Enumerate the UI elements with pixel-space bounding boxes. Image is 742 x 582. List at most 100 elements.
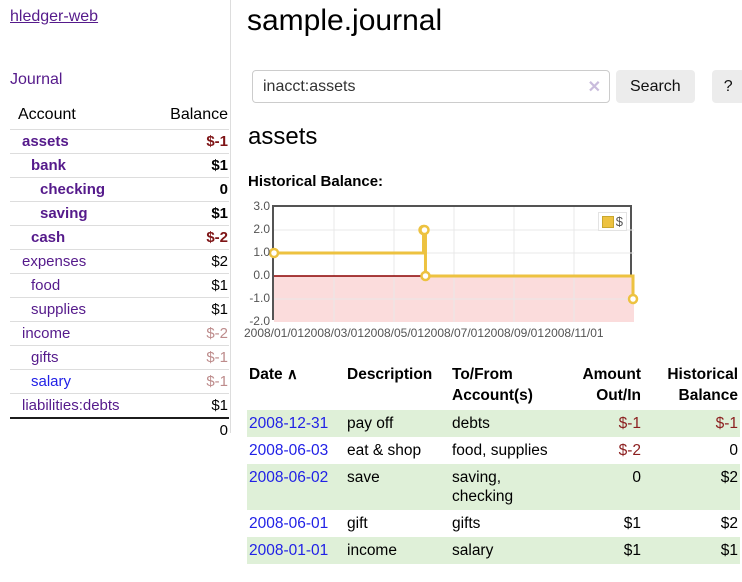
account-balance: $1	[146, 297, 229, 322]
transaction-accounts: food, supplies	[452, 442, 548, 459]
transaction-description: income	[347, 542, 397, 559]
x-axis-tick-label: 2008/03/01	[303, 326, 365, 340]
x-axis-tick-label: 2008/01/01	[243, 326, 305, 340]
account-row: food $1	[10, 273, 229, 298]
clear-search-icon[interactable]: ✕	[587, 79, 601, 96]
account-row: cash $-2	[10, 225, 229, 250]
account-row: income $-2	[10, 321, 229, 346]
transaction-accounts: gifts	[452, 515, 481, 532]
x-axis-tick-label: 2008/07/01	[423, 326, 485, 340]
register-row: 2008-06-03 eat & shop food, supplies $-2…	[247, 437, 740, 464]
account-column-header: Account	[18, 106, 76, 123]
transaction-date-link[interactable]: 2008-12-31	[249, 415, 329, 432]
legend-swatch-icon	[601, 215, 614, 228]
accounts-column-header: To/From Account(s)	[452, 366, 533, 404]
register-table: Date ∧ Description To/From Account(s) Amo…	[247, 360, 740, 564]
account-balance: $-2	[146, 321, 229, 346]
account-link-income[interactable]: income	[22, 325, 71, 342]
transaction-description: pay off	[347, 415, 394, 432]
transaction-amount: $1	[623, 542, 641, 559]
historical-balance-chart[interactable]: $ 3.0 2.0 1.0 0.0 -1.0 -2.0 2008/01/01 2008/03/…	[244, 199, 639, 340]
sidebar-item-journal[interactable]: Journal	[10, 71, 63, 88]
register-header-row: Date ∧ Description To/From Account(s) Amo…	[247, 360, 740, 410]
balance-column-header: Balance	[170, 106, 228, 123]
accounts-table-header: Account Balance	[10, 104, 229, 130]
transaction-description: eat & shop	[347, 442, 422, 459]
transaction-date-link[interactable]: 2008-01-01	[249, 542, 329, 559]
y-axis-tick-label: 0.0	[253, 268, 270, 282]
transaction-balance: $2	[720, 515, 738, 532]
transaction-amount: $-1	[618, 415, 641, 432]
page-title: sample.journal	[247, 4, 443, 37]
y-axis-tick-label: -1.0	[249, 291, 270, 305]
account-balance: $1	[146, 393, 229, 418]
chart-legend: $	[597, 212, 627, 231]
date-column-header: Date ∧	[249, 366, 298, 383]
account-link-assets[interactable]: assets	[22, 133, 69, 150]
y-axis-tick-label: -2.0	[249, 314, 270, 328]
account-link-bank[interactable]: bank	[31, 157, 67, 174]
chart-title: Historical Balance:	[248, 173, 384, 190]
search-input[interactable]	[252, 70, 610, 103]
transaction-amount: $1	[623, 515, 641, 532]
sort-ascending-icon: ∧	[286, 366, 298, 383]
transaction-description: gift	[347, 515, 368, 532]
account-balance: $-1	[146, 129, 229, 154]
transaction-accounts: salary	[452, 542, 494, 559]
account-link-cash[interactable]: cash	[31, 229, 66, 246]
account-balance: 0	[146, 177, 229, 202]
register-row: 2008-12-31 pay off debts $-1 $-1	[247, 410, 740, 437]
transaction-accounts: saving, checking	[452, 469, 514, 505]
y-axis-tick-label: 1.0	[253, 245, 270, 259]
register-row: 2008-06-02 save saving, checking 0 $2	[247, 464, 740, 510]
account-balance: $1	[146, 153, 229, 178]
account-row: salary $-1	[10, 369, 229, 394]
transaction-balance: $-1	[715, 415, 738, 432]
account-balance: $1	[146, 201, 229, 226]
search-box: ✕	[252, 70, 610, 103]
transaction-date-link[interactable]: 2008-06-01	[249, 515, 329, 532]
transaction-balance: $1	[720, 542, 738, 559]
transaction-amount: 0	[632, 469, 641, 486]
sidebar: hledger-web Journal Account Balance asse…	[0, 0, 231, 442]
transaction-date-link[interactable]: 2008-06-03	[249, 442, 329, 459]
register-row: 2008-06-01 gift gifts $1 $2	[247, 510, 740, 537]
accounts-balance-table: Account Balance assets $-1 bank $1 check…	[10, 104, 229, 442]
account-row: saving $1	[10, 201, 229, 226]
account-link-expenses[interactable]: expenses	[22, 253, 87, 270]
account-link-supplies[interactable]: supplies	[31, 301, 87, 318]
account-row: gifts $-1	[10, 345, 229, 370]
transaction-accounts: debts	[452, 415, 490, 432]
x-axis-tick-label: 2008/09/01	[483, 326, 545, 340]
account-row: liabilities:debts $1	[10, 393, 229, 418]
transaction-date-link[interactable]: 2008-06-02	[249, 469, 329, 486]
account-link-salary[interactable]: salary	[31, 373, 72, 390]
account-balance: $-2	[146, 225, 229, 250]
register-row: 2008-01-01 income salary $1 $1	[247, 537, 740, 564]
x-axis-tick-label: 2008/11/01	[544, 326, 604, 340]
account-balance: $-1	[146, 369, 229, 394]
x-axis-tick-label: 2008/05/01	[363, 326, 425, 340]
transaction-balance: $2	[720, 469, 738, 486]
account-row: checking 0	[10, 177, 229, 202]
account-row: supplies $1	[10, 297, 229, 322]
account-link-saving[interactable]: saving	[40, 205, 88, 222]
account-link-gifts[interactable]: gifts	[31, 349, 59, 366]
main-content: sample.journal ✕ Search ? assets Histori…	[244, 0, 742, 582]
y-axis-tick-label: 2.0	[253, 222, 270, 236]
legend-label: $	[615, 214, 623, 229]
search-form: ✕ Search ?	[252, 70, 742, 103]
account-link-checking[interactable]: checking	[40, 181, 106, 198]
account-link-liabilities-debts[interactable]: liabilities:debts	[22, 397, 120, 414]
account-link-food[interactable]: food	[31, 277, 61, 294]
amount-column-header: Amount Out/In	[582, 366, 641, 404]
search-button[interactable]: Search	[616, 70, 695, 103]
account-row: expenses $2	[10, 249, 229, 274]
app-title-link[interactable]: hledger-web	[10, 8, 99, 25]
chart-plot-area[interactable]	[268, 207, 639, 322]
balance-column-header: Historical Balance	[667, 366, 738, 404]
help-button[interactable]: ?	[711, 70, 742, 103]
y-axis-tick-label: 3.0	[253, 199, 270, 213]
transaction-balance: 0	[729, 442, 738, 459]
account-heading: assets	[248, 123, 318, 150]
